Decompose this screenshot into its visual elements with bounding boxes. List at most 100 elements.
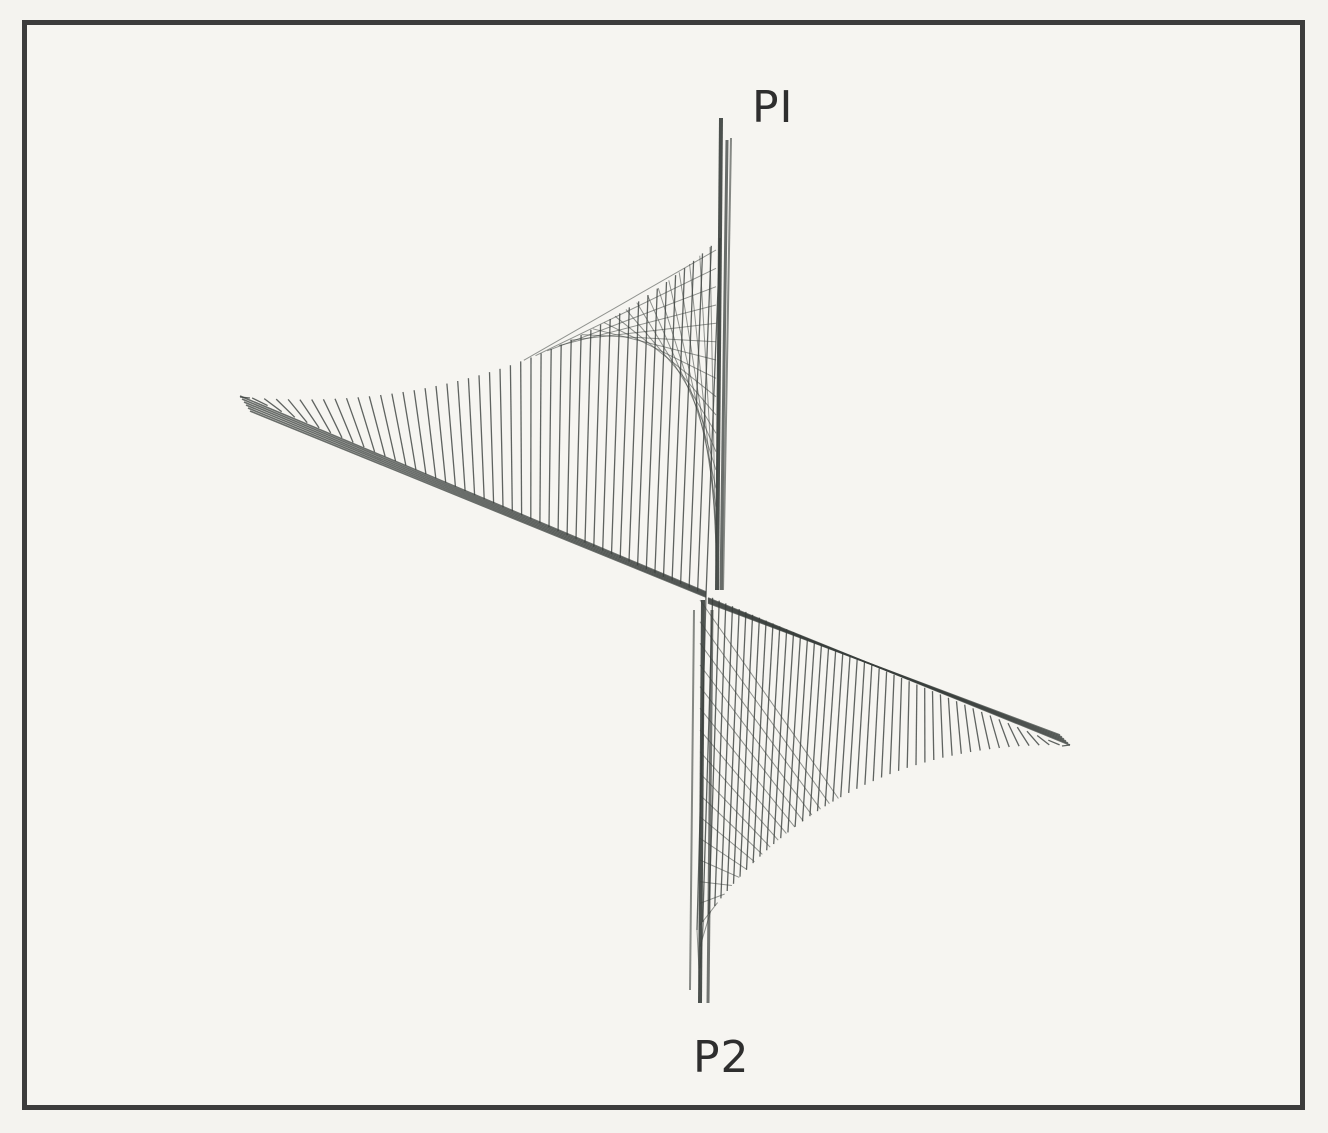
vertical-axis: [689, 117, 732, 1004]
ruling-line: [357, 397, 376, 452]
ruling-line: [699, 621, 830, 804]
ruling-line: [699, 794, 763, 855]
ruling-line: [699, 902, 718, 926]
ruling-line: [251, 397, 268, 407]
ruling-line: [625, 309, 717, 416]
label-p1: PI: [752, 82, 794, 133]
ruling-line: [275, 398, 296, 418]
ruling-line: [581, 334, 717, 343]
ruling-line: [575, 334, 582, 539]
ruling-line: [520, 361, 523, 516]
ruling-line: [311, 399, 332, 434]
ruling-line: [557, 344, 562, 532]
ruling-line: [699, 751, 779, 841]
ruling-line: [889, 674, 895, 775]
ruling-line: [592, 328, 717, 361]
ruling-line: [840, 656, 851, 798]
lower-ruled-wing: [696, 594, 1071, 991]
ruling-line: [654, 281, 668, 573]
ruling-line: [872, 668, 880, 782]
ruling-line: [602, 318, 611, 551]
ruling-line: [759, 623, 774, 857]
ruling-line: [1016, 726, 1030, 746]
ruling-line: [671, 268, 686, 581]
ruling-line: [699, 837, 748, 870]
ruling-line: [287, 398, 308, 424]
ruling-line: [696, 594, 707, 931]
ruling-line: [964, 704, 972, 753]
ruling-line: [457, 380, 466, 491]
wing-edge: [245, 404, 707, 596]
wing-edge: [243, 401, 707, 595]
ruling-line: [824, 649, 837, 807]
ruling-line: [998, 719, 1010, 748]
ruling-line: [972, 708, 981, 751]
ruling-line: [699, 664, 813, 816]
ruling-line: [322, 399, 343, 439]
ruling-line: [1048, 739, 1060, 746]
axis-line: [706, 609, 714, 1004]
ruling-line: [915, 684, 918, 766]
ruling-line: [645, 288, 658, 570]
ruling-line: [689, 264, 717, 526]
ruling-line: [379, 394, 397, 462]
ruling-line: [989, 715, 1001, 749]
ruling-line: [720, 606, 734, 899]
ruling-line: [636, 295, 649, 566]
ruling-line: [709, 246, 717, 562]
ruling-line: [699, 707, 796, 828]
ruling-line: [679, 260, 695, 585]
ruling-line: [619, 307, 630, 558]
ruling-line: [539, 353, 542, 524]
ruling-line: [880, 671, 888, 778]
ruling-line: [980, 711, 991, 750]
ruling-line: [696, 245, 712, 592]
ruling-line: [413, 390, 427, 475]
ruling-line: [955, 701, 962, 754]
ruling-line: [610, 313, 621, 555]
ruling-line: [1026, 730, 1040, 746]
ruling-line: [739, 614, 754, 877]
ruling-line: [446, 383, 457, 487]
ruling-line: [773, 629, 788, 845]
ruling-line: [864, 665, 873, 785]
ruling-line: [368, 396, 386, 457]
ruling-line: [794, 637, 809, 827]
ruling-line: [809, 643, 823, 817]
wing-edge: [249, 410, 707, 598]
ruling-line: [699, 772, 771, 848]
ruling-line: [699, 643, 821, 810]
ruling-line: [603, 322, 717, 379]
ruling-line: [1007, 722, 1020, 747]
ruling-line: [570, 322, 717, 341]
ruling-line: [897, 677, 903, 771]
ruling-line: [708, 600, 720, 914]
ruling-line: [699, 816, 755, 863]
axis-line: [698, 599, 705, 1004]
ruling-line: [435, 385, 447, 483]
ruling-line: [509, 365, 513, 512]
ruling-line: [636, 302, 717, 434]
ruling-line: [662, 275, 677, 577]
ruling-line: [752, 620, 767, 864]
ruling-line: [699, 859, 740, 878]
axis-line: [719, 139, 729, 591]
ruling-line: [467, 378, 476, 496]
ruling-line: [584, 329, 592, 543]
ruling-line: [523, 249, 717, 361]
ruling-line: [345, 397, 365, 448]
ruling-line: [699, 920, 705, 969]
ruling-line: [478, 375, 485, 500]
ruling-line: [263, 398, 283, 413]
ruling-line: [848, 659, 858, 793]
ruling-line: [1036, 734, 1050, 746]
ruling-line: [906, 681, 910, 768]
ruling-line: [801, 640, 816, 822]
ruling-line: [647, 295, 717, 452]
axis-line: [722, 137, 732, 591]
wing-edge: [707, 602, 1061, 736]
ruling-line: [699, 881, 732, 886]
ruling-line: [699, 599, 839, 799]
ruling-line: [628, 301, 640, 562]
ruling-line: [535, 267, 717, 357]
